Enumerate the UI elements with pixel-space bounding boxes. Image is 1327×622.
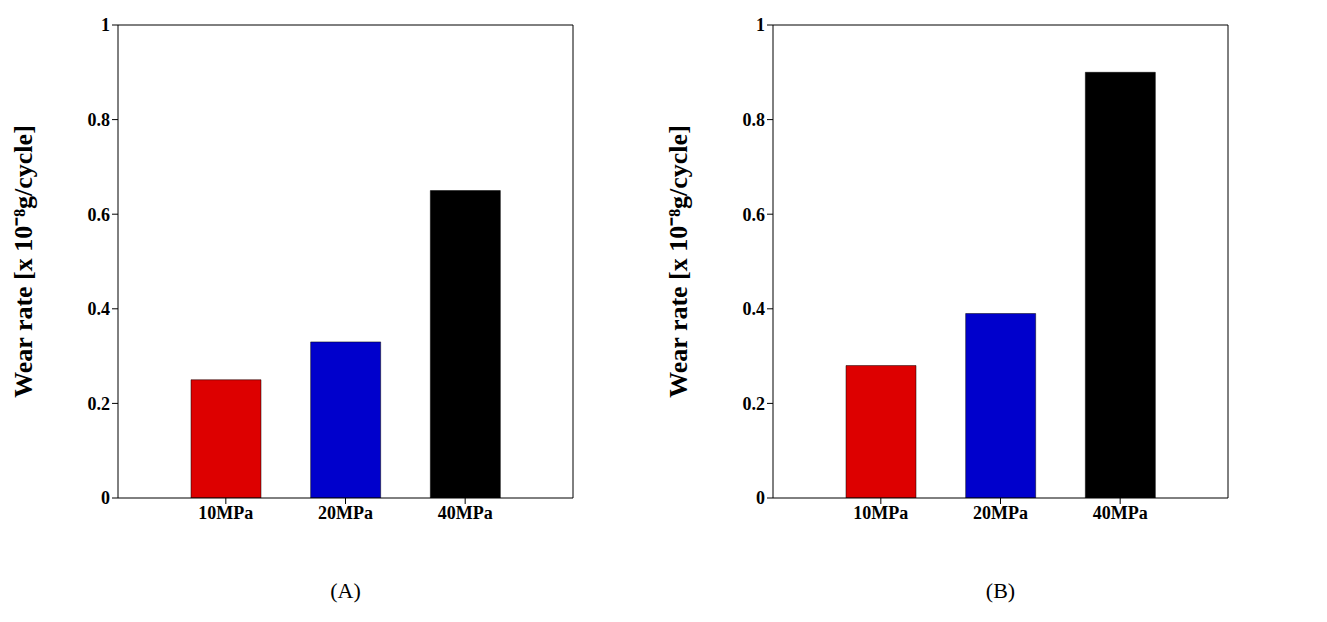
html-text:(A): (A)	[330, 578, 361, 603]
svg-text:0.8: 0.8	[743, 110, 766, 130]
svg-text:1: 1	[756, 15, 765, 35]
svg-text:20MPa: 20MPa	[318, 503, 373, 523]
svg-text:Wear rate [x 10⁻⁸g/cycle]: Wear rate [x 10⁻⁸g/cycle]	[664, 125, 693, 398]
svg-text:40MPa: 40MPa	[438, 503, 493, 523]
svg-text:0.6: 0.6	[88, 205, 111, 225]
html-text:(B): (B)	[985, 578, 1016, 603]
svg-text:40MPa: 40MPa	[1093, 503, 1148, 523]
svg-text:0.6: 0.6	[743, 205, 766, 225]
svg-text:0: 0	[756, 488, 765, 508]
svg-text:0.2: 0.2	[88, 394, 111, 414]
svg-text:1: 1	[101, 15, 110, 35]
svg-text:10MPa: 10MPa	[853, 503, 908, 523]
svg-text:20MPa: 20MPa	[973, 503, 1028, 523]
svg-text:0.4: 0.4	[88, 299, 111, 319]
svg-text:10MPa: 10MPa	[198, 503, 253, 523]
svg-text:0.4: 0.4	[743, 299, 766, 319]
svg-text:0.8: 0.8	[88, 110, 111, 130]
svg-text:0.2: 0.2	[743, 394, 766, 414]
svg-text:Wear rate [x 10⁻⁸g/cycle]: Wear rate [x 10⁻⁸g/cycle]	[9, 125, 38, 398]
svg-text:0: 0	[101, 488, 110, 508]
